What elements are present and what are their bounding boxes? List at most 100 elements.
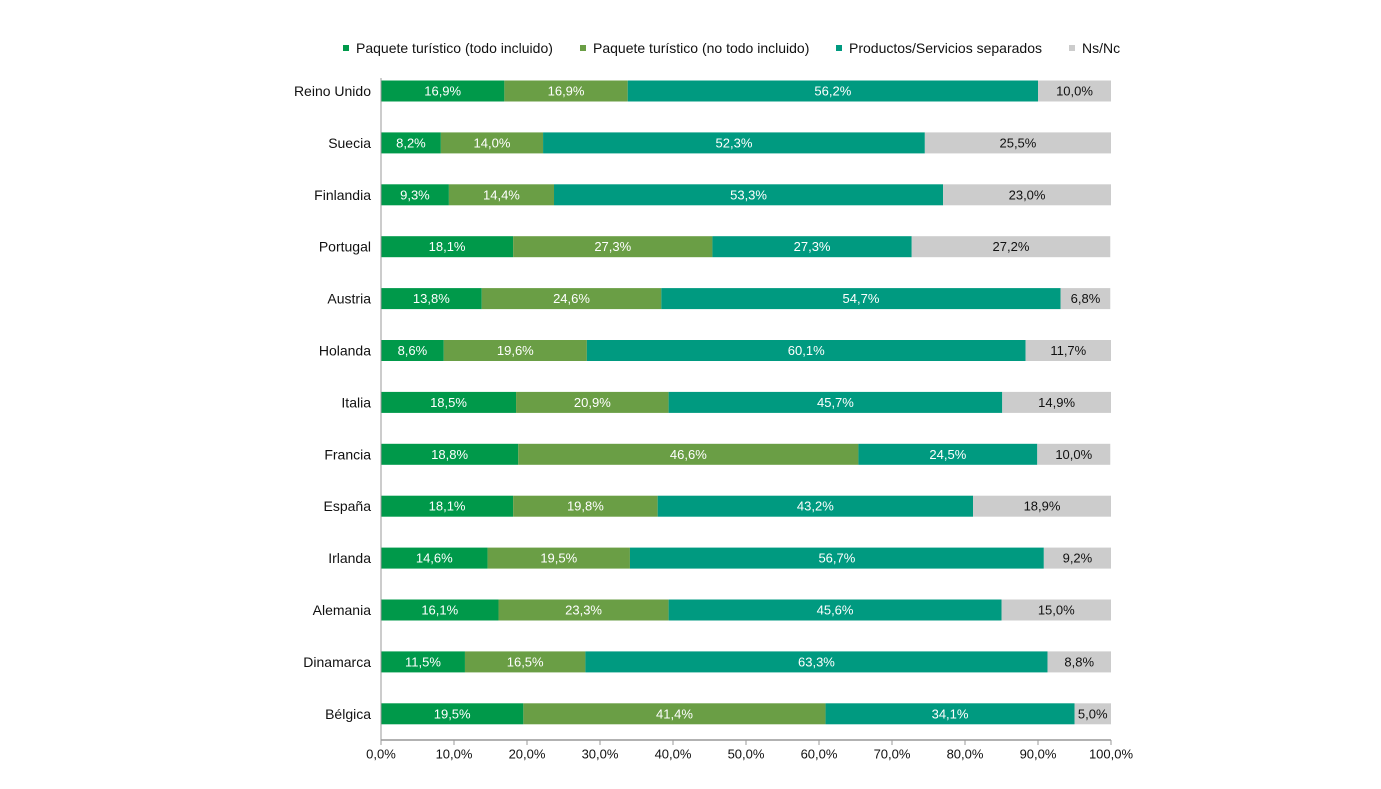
bar-segment-dinamarca-s3 [1047, 651, 1111, 673]
bar-segment-bélgica-s3 [1074, 703, 1111, 725]
data-label-italia-s1: 20,9% [574, 395, 611, 410]
data-label-austria-s0: 13,8% [413, 291, 450, 306]
x-tick-label: 10,0% [436, 747, 473, 762]
bar-segment-francia-s0 [381, 443, 519, 465]
category-label-suecia: Suecia [328, 135, 371, 151]
data-label-irlanda-s0: 14,6% [416, 551, 453, 566]
bar-segment-finlandia-s3 [943, 184, 1111, 206]
x-tick-label: 90,0% [1020, 747, 1057, 762]
bar-segment-italia-s1 [516, 391, 669, 413]
bar-segment-reino-unido-s0 [381, 80, 505, 102]
legend-label: Ns/Nc [1082, 40, 1121, 56]
data-label-portugal-s3: 27,2% [993, 239, 1030, 254]
bar-segment-bélgica-s2 [825, 703, 1075, 725]
data-label-alemania-s2: 45,6% [817, 603, 854, 618]
category-label-holanda: Holanda [319, 343, 371, 359]
data-label-suecia-s2: 52,3% [716, 135, 753, 150]
bar-segment-bélgica-s0 [381, 703, 524, 725]
x-tick-label: 80,0% [947, 747, 984, 762]
bar-segment-italia-s2 [668, 391, 1003, 413]
data-label-dinamarca-s0: 11,5% [405, 654, 441, 669]
bar-segment-dinamarca-s2 [585, 651, 1048, 673]
legend-label: Paquete turístico (todo incluido) [356, 40, 553, 56]
bar-segment-portugal-s0 [381, 236, 514, 258]
data-label-españa-s0: 18,1% [429, 499, 466, 514]
data-label-suecia-s1: 14,0% [474, 135, 511, 150]
data-label-irlanda-s3: 9,2% [1063, 551, 1093, 566]
legend-swatch [580, 45, 586, 51]
bar-segment-suecia-s3 [924, 132, 1111, 154]
legend-swatch [343, 45, 349, 51]
bar-segment-holanda-s1 [443, 340, 587, 361]
bar-segment-austria-s0 [381, 288, 482, 310]
bar-segment-suecia-s1 [440, 132, 544, 154]
bar-segment-reino-unido-s1 [504, 80, 628, 102]
data-label-finlandia-s3: 23,0% [1009, 187, 1046, 202]
category-label-finlandia: Finlandia [314, 187, 371, 203]
data-label-reino-unido-s0: 16,9% [424, 84, 461, 99]
bar-segment-austria-s2 [661, 288, 1061, 310]
bar-segment-francia-s2 [858, 443, 1038, 465]
x-tick-label: 100,0% [1089, 747, 1134, 762]
x-tick-label: 0,0% [366, 747, 396, 762]
data-label-alemania-s1: 23,3% [565, 603, 602, 618]
data-label-finlandia-s1: 14,4% [483, 187, 520, 202]
data-label-reino-unido-s1: 16,9% [548, 84, 585, 99]
data-label-suecia-s3: 25,5% [999, 135, 1036, 150]
bar-segment-alemania-s1 [498, 599, 669, 621]
bar-segment-italia-s3 [1002, 391, 1111, 413]
category-label-irlanda: Irlanda [328, 550, 371, 566]
legend-item-productos-separados: Productos/Servicios separados [836, 36, 1042, 60]
data-label-francia-s0: 18,8% [431, 447, 468, 462]
data-label-dinamarca-s1: 16,5% [507, 654, 544, 669]
legend-label: Paquete turístico (no todo incluido) [593, 40, 810, 56]
bar-segment-portugal-s3 [911, 236, 1111, 258]
data-label-portugal-s0: 18,1% [429, 239, 466, 254]
bar-segment-finlandia-s0 [381, 184, 449, 206]
data-label-bélgica-s3: 5,0% [1078, 706, 1108, 721]
bar-segment-holanda-s3 [1025, 340, 1111, 361]
data-label-irlanda-s1: 19,5% [540, 551, 577, 566]
category-label-bélgica: Bélgica [325, 706, 371, 722]
x-tick-label: 40,0% [655, 747, 692, 762]
bar-segment-reino-unido-s2 [627, 80, 1038, 102]
data-label-alemania-s3: 15,0% [1038, 603, 1075, 618]
data-label-bélgica-s1: 41,4% [656, 706, 693, 721]
category-label-reino-unido: Reino Unido [294, 83, 371, 99]
bar-segment-finlandia-s1 [448, 184, 555, 206]
category-label-italia: Italia [341, 394, 371, 410]
bar-segment-suecia-s2 [543, 132, 925, 154]
bar-segment-alemania-s3 [1001, 599, 1111, 621]
bar-segment-bélgica-s1 [523, 703, 826, 725]
data-label-francia-s1: 46,6% [670, 447, 707, 462]
x-tick-label: 70,0% [874, 747, 911, 762]
data-label-portugal-s1: 27,3% [594, 239, 631, 254]
category-label-portugal: Portugal [319, 239, 371, 255]
category-label-austria: Austria [327, 291, 371, 307]
data-label-holanda-s1: 19,6% [497, 343, 534, 358]
data-label-francia-s3: 10,0% [1055, 447, 1092, 462]
data-label-holanda-s0: 8,6% [398, 343, 428, 358]
bar-segment-españa-s2 [657, 495, 974, 517]
bar-segment-francia-s1 [518, 443, 859, 465]
bar-segment-dinamarca-s0 [381, 651, 465, 673]
data-label-austria-s1: 24,6% [553, 291, 590, 306]
data-label-españa-s1: 19,8% [567, 499, 604, 514]
bar-segment-finlandia-s2 [554, 184, 944, 206]
data-label-francia-s2: 24,5% [929, 447, 966, 462]
bar-segment-irlanda-s2 [629, 547, 1044, 569]
bar-segment-españa-s1 [513, 495, 658, 517]
bar-segment-portugal-s2 [712, 236, 912, 258]
data-label-dinamarca-s2: 63,3% [798, 654, 835, 669]
data-label-holanda-s3: 11,7% [1050, 343, 1086, 358]
data-label-españa-s2: 43,2% [797, 499, 834, 514]
bar-segment-holanda-s0 [381, 340, 444, 361]
bar-segment-irlanda-s3 [1043, 547, 1111, 569]
data-label-austria-s3: 6,8% [1071, 291, 1101, 306]
bar-segment-italia-s0 [381, 391, 517, 413]
bar-segment-irlanda-s0 [381, 547, 488, 569]
x-tick-label: 20,0% [509, 747, 546, 762]
bar-segment-españa-s0 [381, 495, 514, 517]
bar-segment-alemania-s0 [381, 599, 499, 621]
